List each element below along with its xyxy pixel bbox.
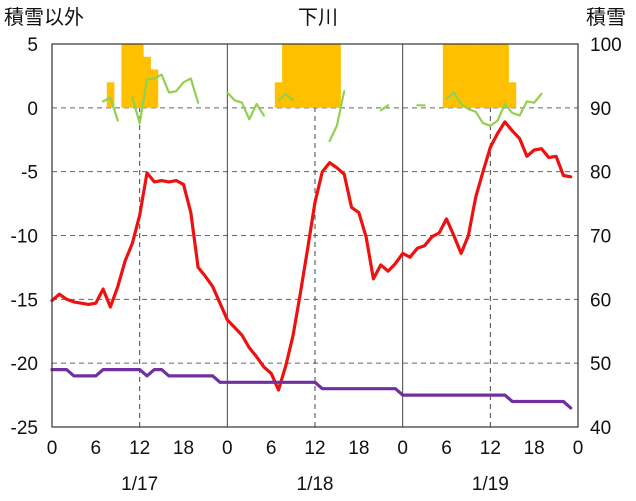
date-labels: 1/17 1/18 1/19 <box>121 474 509 495</box>
bar <box>450 44 458 108</box>
series-line <box>50 120 573 392</box>
right-tick-label: 80 <box>590 163 611 184</box>
x-tick-label: 0 <box>222 438 233 459</box>
date-label: 1/19 <box>472 474 509 495</box>
bar <box>311 44 319 108</box>
left-tick-label: -10 <box>11 227 38 248</box>
bar <box>304 44 312 108</box>
bar <box>282 44 290 108</box>
snow-bars <box>106 44 517 108</box>
x-tick-label: 6 <box>91 438 102 459</box>
series-line <box>50 368 573 410</box>
series-line <box>328 90 346 143</box>
date-label: 1/17 <box>121 474 158 495</box>
x-tick-label: 0 <box>397 438 408 459</box>
right-axis: 100 90 80 70 60 50 40 <box>590 35 622 439</box>
chart-title: 下川 <box>298 5 338 29</box>
right-tick-label: 60 <box>590 290 611 311</box>
right-tick-label: 40 <box>590 418 611 439</box>
bar <box>501 44 509 108</box>
bar <box>296 44 305 108</box>
bar <box>333 44 341 108</box>
left-axis-label: 積雪以外 <box>4 5 84 29</box>
left-tick-label: -15 <box>11 290 38 311</box>
bar <box>274 82 283 108</box>
right-tick-label: 50 <box>590 354 611 375</box>
left-tick-label: -25 <box>11 418 38 439</box>
x-tick-label: 12 <box>304 438 325 459</box>
series-line <box>226 91 265 121</box>
series-line <box>379 104 390 112</box>
left-tick-label: 0 <box>27 99 38 120</box>
series-line <box>445 91 543 127</box>
bar <box>464 44 473 108</box>
bar <box>121 44 130 108</box>
right-axis-label: 積雪 <box>586 5 626 29</box>
x-tick-label: 18 <box>524 438 545 459</box>
left-tick-label: 5 <box>27 35 38 56</box>
bar <box>289 44 298 108</box>
left-axis: 5 0 -5 -10 -15 -20 -25 <box>11 35 38 439</box>
date-label: 1/18 <box>297 474 334 495</box>
bar <box>508 82 517 108</box>
x-axis: 0 6 12 18 0 6 12 18 0 6 12 18 0 <box>47 438 584 459</box>
bar <box>442 44 451 108</box>
bar <box>318 44 327 108</box>
x-tick-label: 12 <box>480 438 501 459</box>
plot-frame <box>51 43 579 428</box>
bar <box>493 44 502 108</box>
x-tick-label: 6 <box>441 438 452 459</box>
bar <box>150 69 159 108</box>
right-tick-label: 90 <box>590 99 611 120</box>
x-tick-label: 18 <box>173 438 194 459</box>
right-tick-label: 70 <box>590 227 611 248</box>
bar <box>106 82 115 108</box>
bar <box>136 44 144 108</box>
bar <box>325 44 334 108</box>
series-line <box>277 92 295 102</box>
left-tick-label: -5 <box>21 163 38 184</box>
bar <box>479 44 487 108</box>
left-tick-label: -20 <box>11 354 38 375</box>
x-tick-label: 12 <box>129 438 150 459</box>
gridlines <box>52 44 578 427</box>
right-tick-label: 100 <box>590 35 622 56</box>
series-line <box>131 73 200 125</box>
series-lines <box>50 73 573 410</box>
bar <box>128 44 137 108</box>
bar <box>472 44 480 108</box>
x-tick-label: 0 <box>573 438 584 459</box>
x-tick-label: 6 <box>266 438 277 459</box>
bar <box>486 44 495 108</box>
x-tick-label: 18 <box>348 438 369 459</box>
series-line <box>101 96 119 122</box>
x-tick-label: 0 <box>47 438 58 459</box>
bar <box>457 44 466 108</box>
